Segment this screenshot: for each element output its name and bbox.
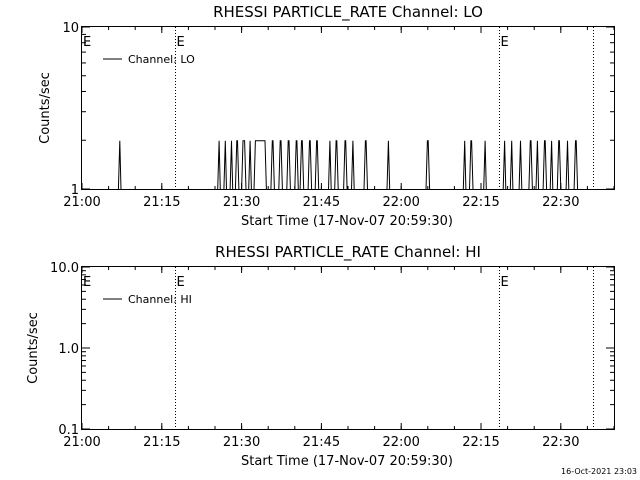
chart-title-lo: RHESSI PARTICLE_RATE Channel: LO <box>213 3 483 22</box>
series-group-lo <box>117 140 579 190</box>
y-tick-group-lo: 1 10 <box>62 21 614 198</box>
panel-lo: RHESSI PARTICLE_RATE Channel: LO Counts/… <box>38 3 615 229</box>
event-line-label: E <box>177 275 185 290</box>
event-line-label: E <box>501 35 509 50</box>
legend-label-lo: Channel: LO <box>128 53 195 66</box>
series-line-lo <box>117 140 579 190</box>
x-tick-group-hi: 21:00 21:15 21:30 21:45 22:00 22:15 22:30 <box>63 267 615 450</box>
x-tick-label: 21:30 <box>223 195 260 210</box>
plot-frame-hi <box>81 266 615 430</box>
y-tick-label: 10.0 <box>50 261 79 276</box>
legend-hi: Channel: HI <box>103 293 192 306</box>
y-tick-label: 0.1 <box>58 423 79 438</box>
x-tick-label: 22:30 <box>542 435 579 450</box>
plot-frame-lo <box>81 26 615 190</box>
y-tick-label: 1.0 <box>58 342 79 357</box>
x-tick-group-lo: 21:00 21:15 21:30 21:45 22:00 22:15 22:30 <box>63 27 615 210</box>
event-marker-left: E <box>83 275 91 290</box>
x-tick-label: 21:45 <box>303 195 340 210</box>
chart-title-hi: RHESSI PARTICLE_RATE Channel: HI <box>215 243 481 262</box>
panel-hi: RHESSI PARTICLE_RATE Channel: HI Counts/… <box>26 243 615 469</box>
x-tick-label: 22:15 <box>462 195 499 210</box>
x-tick-label: 21:00 <box>63 435 100 450</box>
x-tick-label: 21:15 <box>143 435 180 450</box>
x-axis-label-lo: Start Time (17-Nov-07 20:59:30) <box>241 214 453 229</box>
event-line-label: E <box>177 35 185 50</box>
y-axis-label-lo: Counts/sec <box>38 72 53 144</box>
legend-lo: Channel: LO <box>103 53 195 66</box>
y-tick-group-hi: 0.1 1.0 10.0 <box>50 261 614 438</box>
x-tick-label: 21:45 <box>303 435 340 450</box>
event-line-label: E <box>501 275 509 290</box>
x-tick-label: 22:15 <box>462 435 499 450</box>
x-tick-label: 21:15 <box>143 195 180 210</box>
y-axis-label-hi: Counts/sec <box>26 312 41 384</box>
x-tick-label: 21:30 <box>223 435 260 450</box>
y-tick-label: 10 <box>62 21 79 36</box>
x-tick-label: 22:00 <box>382 195 419 210</box>
y-tick-label: 1 <box>71 183 79 198</box>
footer-timestamp: 16-Oct-2021 23:03 <box>561 467 637 476</box>
legend-label-hi: Channel: HI <box>128 293 192 306</box>
x-tick-label: 22:30 <box>542 195 579 210</box>
x-tick-label: 22:00 <box>382 435 419 450</box>
event-marker-left: E <box>83 35 91 50</box>
x-tick-label: 21:00 <box>63 195 100 210</box>
x-axis-label-hi: Start Time (17-Nov-07 20:59:30) <box>241 454 453 469</box>
